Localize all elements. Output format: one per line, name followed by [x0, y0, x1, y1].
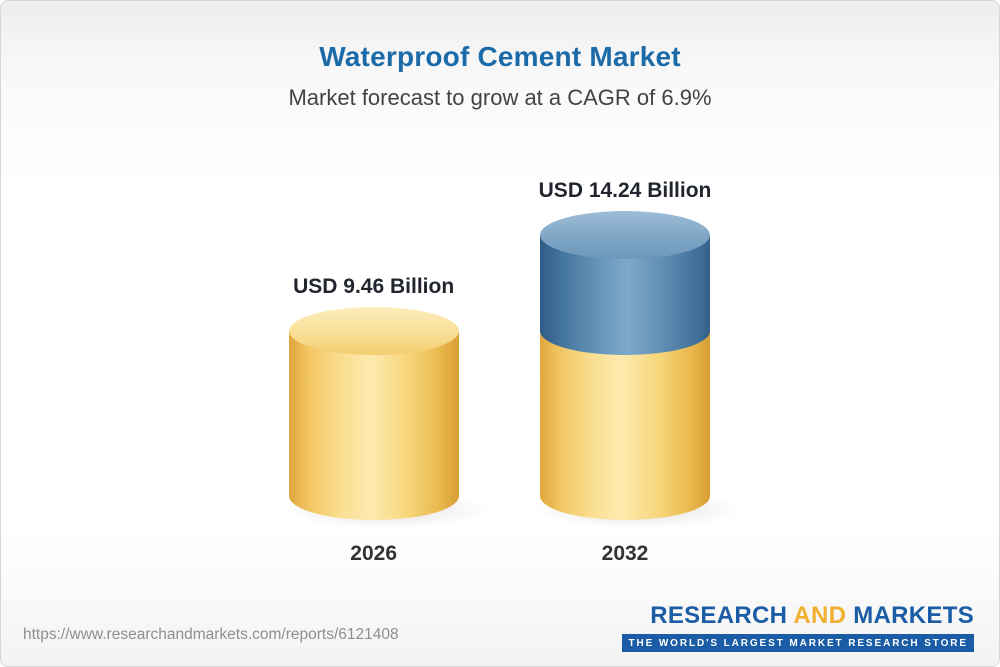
footer: https://www.researchandmarkets.com/repor… [23, 602, 974, 652]
value-label-2032: USD 14.24 Billion [538, 179, 712, 203]
page-title: Waterproof Cement Market [319, 41, 681, 72]
cylinder-2026-base-segment [288, 306, 459, 520]
logo-word-and: AND [793, 602, 847, 629]
cylinder-2032-top-cap [540, 211, 710, 260]
category-label-2032: 2032 [601, 542, 649, 565]
cylinder-2026-top-cap [288, 306, 459, 355]
cylinder-2032-base-segment [540, 330, 710, 520]
logo-tagline: THE WORLD'S LARGEST MARKET RESEARCH STOR… [622, 634, 974, 652]
research-and-markets-logo: RESEARCH AND MARKETS THE WORLD'S LARGEST… [622, 602, 974, 652]
report-url-link[interactable]: https://www.researchandmarkets.com/repor… [23, 626, 399, 643]
logo-wordmark: RESEARCH AND MARKETS [622, 602, 974, 630]
cylinder-2026 [282, 305, 491, 529]
chart-canvas: USD 9.46 Billion 2026 USD 14.24 Billion … [1, 131, 999, 566]
logo-word-research: RESEARCH [650, 602, 788, 629]
page-subtitle: Market forecast to grow at a CAGR of 6.9… [288, 85, 712, 110]
logo-word-markets: MARKETS [853, 602, 974, 629]
bar-group-2026: USD 9.46 Billion 2026 [282, 274, 491, 566]
cylinder-2032-growth-segment [540, 211, 710, 355]
cylinder-2032 [534, 209, 742, 529]
bar-group-2032: USD 14.24 Billion 2032 [534, 179, 742, 566]
category-label-2026: 2026 [350, 542, 397, 565]
value-label-2026: USD 9.46 Billion [293, 274, 455, 298]
